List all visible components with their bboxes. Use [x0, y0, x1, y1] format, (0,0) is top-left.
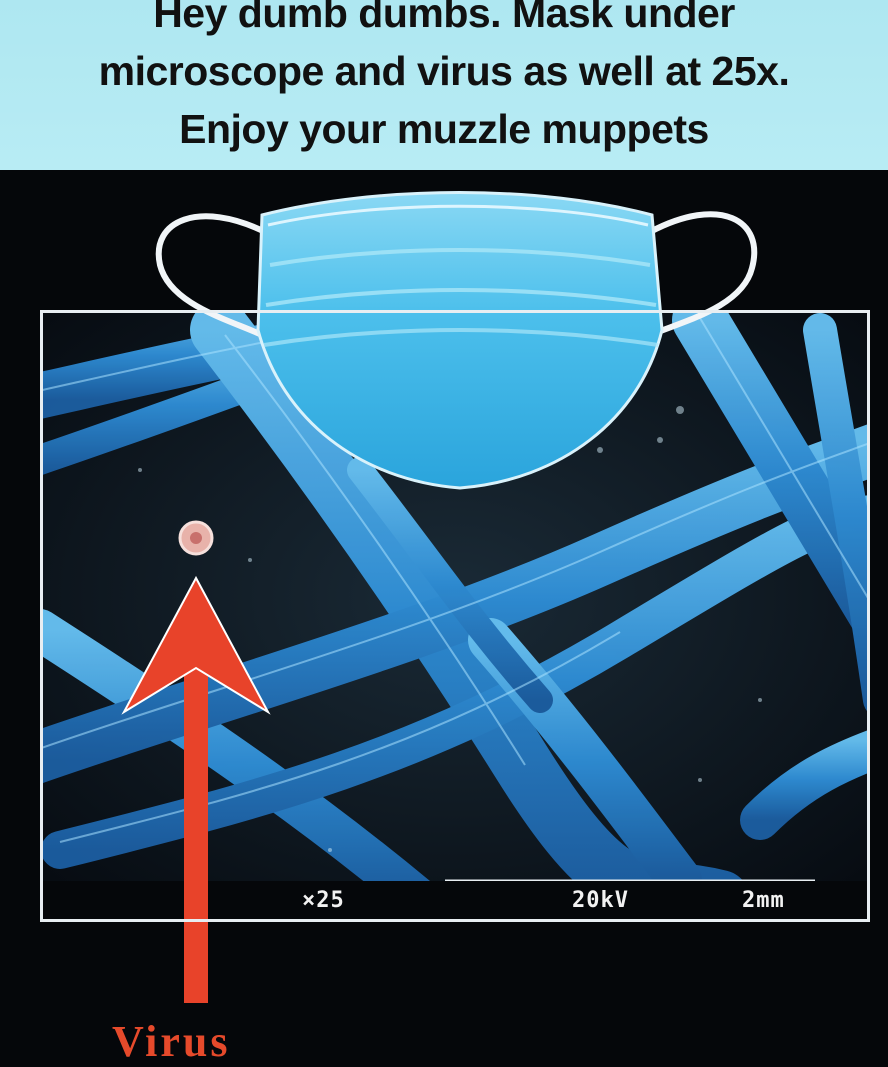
micrograph-frame	[40, 310, 870, 922]
virus-particle	[178, 520, 214, 556]
red-arrow-icon	[121, 575, 271, 1003]
scale-label: 2mm	[742, 888, 785, 913]
microscope-image	[0, 170, 888, 1053]
caption-line-3: Enjoy your muzzle muppets	[179, 106, 709, 152]
fibers	[43, 313, 867, 881]
caption-line-2: microscope and virus as well at 25x.	[98, 48, 790, 94]
caption-line-1: Hey dumb dumbs. Mask under	[153, 0, 735, 36]
meme-caption: Hey dumb dumbs. Mask under microscope an…	[0, 0, 888, 170]
voltage-label: 20kV	[572, 888, 629, 913]
virus-label: Virus	[112, 1017, 231, 1066]
face-mask-image	[155, 191, 758, 490]
magnification-label: ×25	[302, 888, 345, 913]
